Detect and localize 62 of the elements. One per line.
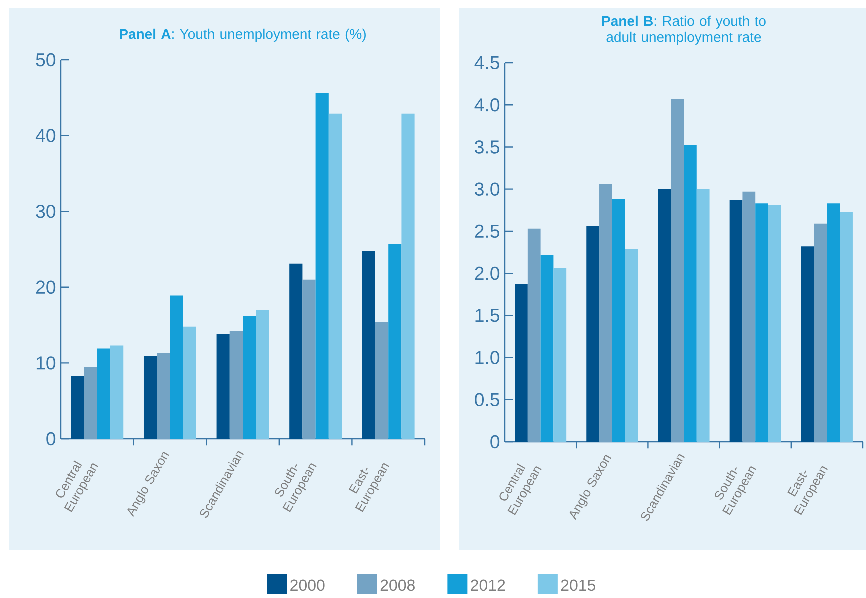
- chart-title: Panel A: Youth unemployment rate (%): [120, 28, 366, 42]
- bar: [684, 145, 697, 442]
- bar: [671, 99, 684, 442]
- bar: [600, 184, 612, 442]
- legend-label: 2000: [290, 580, 325, 591]
- bar: [216, 334, 230, 439]
- bar: [170, 296, 184, 439]
- y-tick-label: 2.0: [475, 266, 500, 280]
- bar: [110, 346, 124, 439]
- y-tick-label: 0: [490, 435, 500, 448]
- bar: [554, 268, 567, 442]
- bar: [515, 284, 528, 442]
- bar: [840, 212, 853, 442]
- bar: [362, 250, 376, 439]
- bar: [243, 316, 256, 439]
- y-tick-label: 4.0: [474, 98, 500, 112]
- y-tick-label: 1.0: [476, 351, 500, 364]
- bar: [814, 224, 828, 442]
- y-tick-label: 2.5: [475, 224, 500, 238]
- bar: [144, 356, 158, 439]
- bar: [730, 200, 743, 442]
- bar: [696, 189, 710, 442]
- y-tick-label: 1.5: [476, 309, 500, 322]
- bar: [742, 192, 756, 442]
- bar: [230, 331, 243, 439]
- bar: [328, 114, 342, 439]
- bar: [97, 348, 111, 439]
- legend-label: 2008: [380, 580, 415, 591]
- bar: [612, 199, 626, 442]
- legend-label: 2012: [471, 580, 506, 591]
- y-tick-label: 3.5: [475, 140, 500, 154]
- legend-label: 2015: [561, 580, 596, 591]
- bar: [256, 310, 270, 439]
- y-tick-label: 4.5: [474, 56, 500, 70]
- y-tick-label: 10: [36, 356, 56, 370]
- bar: [756, 204, 768, 442]
- bar: [586, 226, 600, 442]
- y-tick-label: 0.5: [475, 393, 500, 406]
- bar: [388, 244, 402, 439]
- y-tick-label: 50: [36, 53, 56, 66]
- y-tick-label: 0: [46, 432, 56, 446]
- bar: [528, 228, 541, 442]
- bar: [540, 254, 554, 442]
- bar: [71, 376, 84, 439]
- bar: [316, 93, 329, 439]
- bar: [402, 114, 415, 439]
- bar: [302, 280, 316, 439]
- bar: [768, 205, 782, 442]
- bar: [290, 264, 303, 439]
- bar: [625, 249, 638, 442]
- y-tick-label: 3.0: [475, 182, 500, 196]
- bar: [376, 322, 389, 439]
- y-tick-label: 30: [36, 204, 56, 218]
- bar: [658, 189, 672, 442]
- bar: [84, 366, 98, 439]
- bar: [827, 204, 840, 442]
- bar: [157, 353, 170, 439]
- bar: [801, 246, 814, 442]
- bar: [183, 326, 196, 439]
- y-tick-label: 40: [36, 129, 56, 142]
- y-tick-label: 20: [36, 280, 56, 294]
- chart-title: Panel B: Ratio of youth to adult unemployment rate: [602, 16, 766, 45]
